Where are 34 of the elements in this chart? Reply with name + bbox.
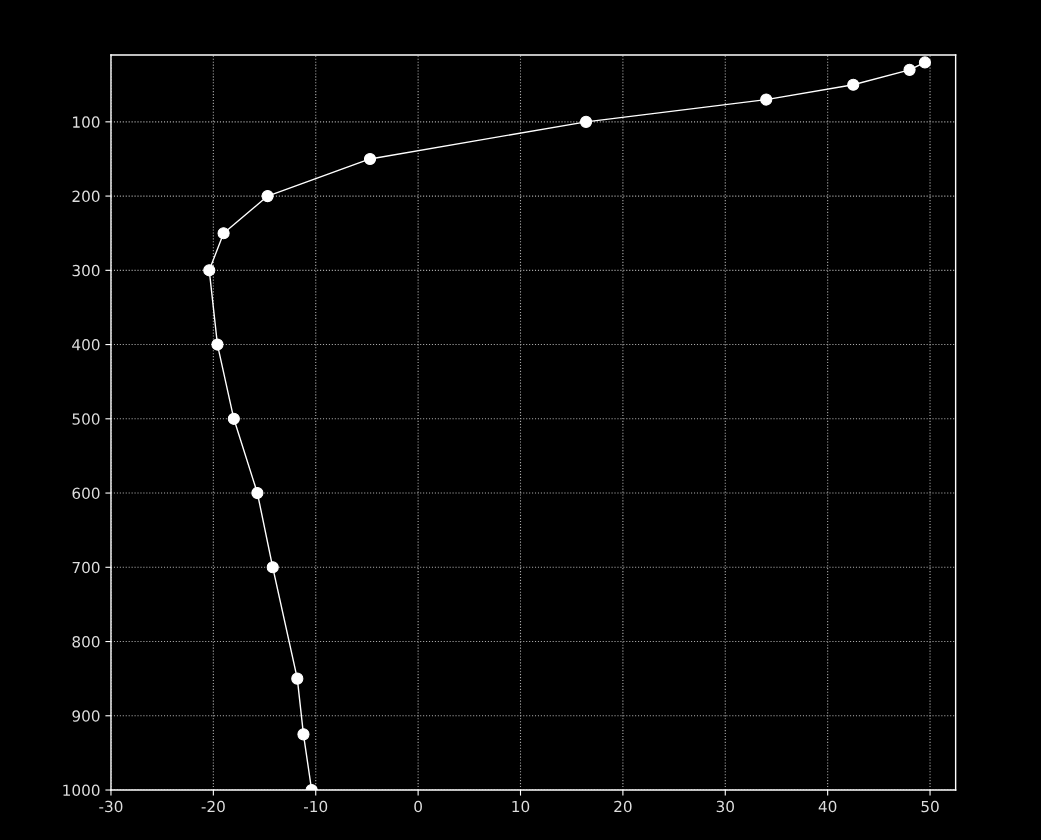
point [579,115,593,128]
point [297,728,310,741]
x-tick-label: -20 [201,800,225,813]
y-tick-label: 300 [72,264,100,277]
point [211,338,224,351]
y-tick-label: 500 [72,413,100,425]
point [760,93,773,106]
x-tick-label: 50 [921,800,939,813]
point [266,561,279,574]
x-tick-label: 30 [716,800,734,813]
x-tick-label: 0 [414,800,422,813]
x-tick-label: -30 [99,800,123,813]
point [847,78,860,91]
point [903,63,916,76]
point [918,56,931,69]
point [217,227,230,240]
y-tick-label: 800 [72,636,100,648]
x-tick-label: 20 [614,800,632,813]
point [363,152,377,166]
y-tick-label: 700 [72,561,100,574]
y-tick-label: 1000 [63,784,100,797]
point [203,264,216,277]
point [261,190,274,203]
point [227,412,240,425]
y-tick-label: 100 [73,116,100,128]
y-tick-label: 600 [72,487,100,500]
x-tick-label: 40 [818,800,837,813]
point [291,672,304,685]
y-tick-label: 200 [72,190,100,203]
point [251,486,264,500]
x-tick-label: -10 [304,800,328,813]
y-tick-label: 400 [72,339,100,351]
x-tick-label: 10 [512,800,530,813]
y-tick-label: 900 [72,710,100,722]
